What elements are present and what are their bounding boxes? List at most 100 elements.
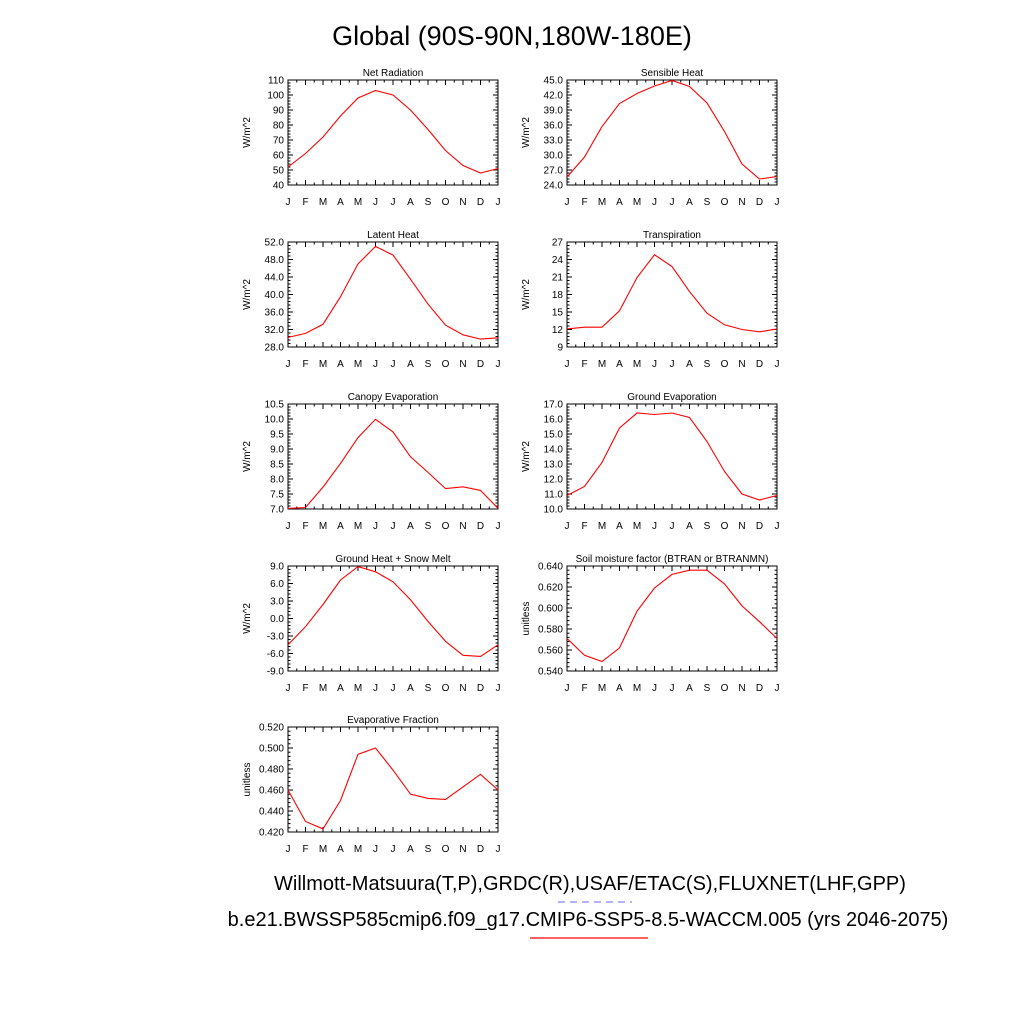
y-tick-label: 0.620 xyxy=(538,583,563,594)
x-tick-label: F xyxy=(302,359,308,370)
panel-latent-heat: J F M A M J J A S O N D J28.032.036.040.044.048.052.… xyxy=(242,230,501,370)
panel-transpiration: J F M A M J J A S O N D J9121518212427W/m^2Transpira… xyxy=(521,230,780,370)
x-tick-label: M xyxy=(598,683,606,694)
x-tick-label: J xyxy=(775,197,780,208)
y-axis-label: W/m^2 xyxy=(242,603,253,634)
y-axis-label: W/m^2 xyxy=(521,279,532,310)
panel-ground-heat-snow-melt: J F M A M J J A S O N D J-9.0-6.0-3.00.03.06.09.0W/m… xyxy=(242,554,501,694)
x-tick-label: M xyxy=(633,359,641,370)
x-tick-label: S xyxy=(425,197,432,208)
panel-net-radiation: J F M A M J J A S O N D J405060708090100110W/m^2Net … xyxy=(242,68,501,208)
y-tick-label: 28.0 xyxy=(265,343,285,354)
x-tick-label: J xyxy=(373,197,378,208)
panel-title: Ground Heat + Snow Melt xyxy=(335,554,451,565)
y-tick-label: 0.540 xyxy=(538,667,563,678)
series-line-latent-heat xyxy=(287,245,499,340)
x-tick-label: J xyxy=(652,521,657,532)
x-tick-label: S xyxy=(425,521,432,532)
x-tick-label: F xyxy=(302,844,308,855)
x-tick-label: J xyxy=(286,844,291,855)
x-tick-label: O xyxy=(442,844,450,855)
x-tick-label: M xyxy=(319,683,327,694)
x-tick-label: A xyxy=(616,197,623,208)
x-tick-label: J xyxy=(286,359,291,370)
x-tick-label: J xyxy=(286,683,291,694)
x-tick-label: A xyxy=(337,683,344,694)
y-tick-label: 10.5 xyxy=(265,400,285,411)
x-tick-label: O xyxy=(442,683,450,694)
series-line-ground-heat-snow-melt xyxy=(287,565,499,657)
y-tick-label: 0.0 xyxy=(270,614,284,625)
y-axis-label: W/m^2 xyxy=(521,117,532,148)
y-axis-label: W/m^2 xyxy=(242,117,253,148)
x-tick-label: A xyxy=(337,197,344,208)
plot-frame xyxy=(287,79,499,186)
plot-frame xyxy=(287,726,499,833)
x-tick-label: S xyxy=(704,683,711,694)
x-tick-label: N xyxy=(738,683,745,694)
x-tick-label: J xyxy=(391,359,396,370)
x-tick-label: A xyxy=(337,359,344,370)
x-tick-label: M xyxy=(354,197,362,208)
y-tick-label: 36.0 xyxy=(544,121,564,132)
x-tick-label: S xyxy=(704,521,711,532)
x-tick-label: M xyxy=(354,683,362,694)
y-tick-label: 8.5 xyxy=(270,460,284,471)
y-tick-label: 24 xyxy=(552,255,564,266)
x-tick-label: D xyxy=(756,521,763,532)
y-tick-label: 0.580 xyxy=(538,625,563,636)
x-tick-label: D xyxy=(756,197,763,208)
x-tick-label: F xyxy=(302,683,308,694)
x-tick-label: A xyxy=(616,521,623,532)
x-tick-label: M xyxy=(633,197,641,208)
y-tick-label: 0.420 xyxy=(259,828,284,839)
panels-container: J F M A M J J A S O N D J405060708090100110W/m^2Net … xyxy=(242,68,780,855)
x-tick-label: J xyxy=(496,197,501,208)
y-tick-label: 90 xyxy=(273,106,285,117)
y-axis-label: W/m^2 xyxy=(242,279,253,310)
x-tick-label: A xyxy=(686,521,693,532)
series-line-net-radiation xyxy=(287,89,499,174)
figure-title: Global (90S-90N,180W-180E) xyxy=(332,21,692,51)
x-tick-label: A xyxy=(407,683,414,694)
x-tick-label: N xyxy=(738,197,745,208)
y-tick-label: 0.500 xyxy=(259,744,284,755)
x-tick-label: A xyxy=(337,521,344,532)
y-tick-label: 0.460 xyxy=(259,786,284,797)
x-tick-label: A xyxy=(407,521,414,532)
x-tick-label: J xyxy=(391,197,396,208)
y-tick-label: 80 xyxy=(273,121,285,132)
y-tick-label: 0.640 xyxy=(538,562,563,573)
x-tick-label: J xyxy=(775,521,780,532)
x-tick-label: D xyxy=(477,683,484,694)
x-tick-label: J xyxy=(652,197,657,208)
y-tick-label: 9 xyxy=(557,343,563,354)
x-tick-label: F xyxy=(581,521,587,532)
x-tick-label: D xyxy=(477,521,484,532)
x-tick-label: M xyxy=(319,197,327,208)
x-tick-label: M xyxy=(319,521,327,532)
y-tick-label: 3.0 xyxy=(270,597,284,608)
x-tick-label: J xyxy=(775,683,780,694)
x-tick-label: O xyxy=(721,521,729,532)
x-tick-label: N xyxy=(459,683,466,694)
x-tick-label: J xyxy=(670,521,675,532)
y-axis-label: W/m^2 xyxy=(521,441,532,472)
x-tick-label: M xyxy=(598,197,606,208)
x-tick-label: M xyxy=(598,359,606,370)
y-tick-label: 9.0 xyxy=(270,445,284,456)
x-tick-label: N xyxy=(459,521,466,532)
panel-soil-moisture-factor: J F M A M J J A S O N D J0.5400.5600.5800.6000.6200.… xyxy=(521,554,780,694)
x-tick-label: O xyxy=(721,683,729,694)
y-tick-label: 45.0 xyxy=(544,76,564,87)
series-line-transpiration xyxy=(566,254,778,333)
y-tick-label: 15 xyxy=(552,308,564,319)
x-tick-label: J xyxy=(565,197,570,208)
y-tick-label: -6.0 xyxy=(267,649,285,660)
series-line-ground-evaporation xyxy=(566,412,778,501)
series-line-soil-moisture-factor xyxy=(566,569,778,663)
y-tick-label: 15.0 xyxy=(544,430,564,441)
x-tick-label: J xyxy=(565,359,570,370)
x-tick-label: J xyxy=(286,521,291,532)
x-tick-label: A xyxy=(407,844,414,855)
